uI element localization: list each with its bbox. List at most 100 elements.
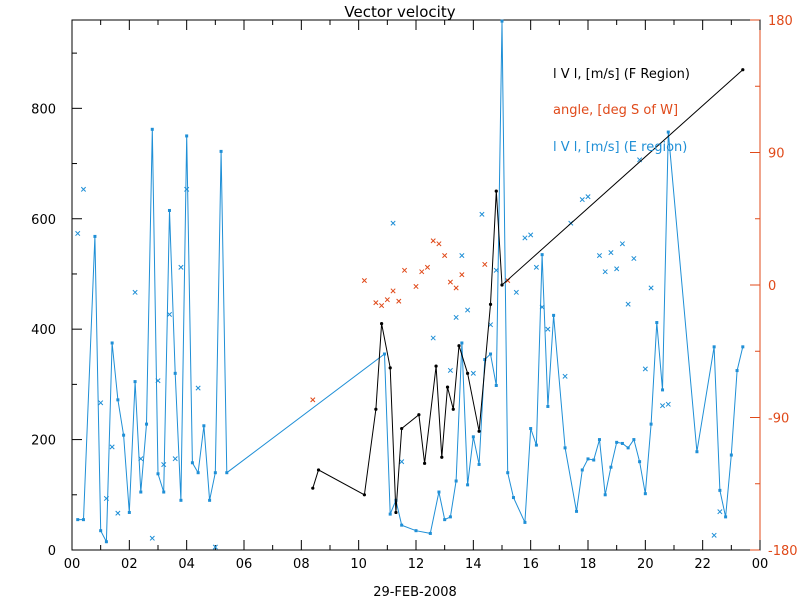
f-region-point xyxy=(500,283,504,287)
x-tick-label: 10 xyxy=(350,557,367,572)
e-region-point xyxy=(145,422,149,426)
e-region-angle-point xyxy=(447,367,453,373)
e-region-angle-point xyxy=(479,211,485,217)
e-region-point xyxy=(741,345,745,349)
f-region-series xyxy=(311,68,745,515)
e-region-angle-point xyxy=(533,264,539,270)
e-region-point xyxy=(179,498,183,502)
e-region-point xyxy=(666,130,670,134)
x-tick-label: 02 xyxy=(121,557,138,572)
f-region-point xyxy=(388,366,392,370)
f-region-point xyxy=(374,407,378,411)
e-region-angle-point xyxy=(390,220,396,226)
e-region-point xyxy=(76,518,80,522)
e-region-angle-point xyxy=(711,532,717,538)
x-axis: 00 02 04 06 08 10 12 14 16 18 20 22 00 xyxy=(64,20,769,572)
e-region-point xyxy=(592,458,596,462)
f-region-point xyxy=(477,429,481,433)
x-axis-label: 29-FEB-2008 xyxy=(373,585,457,600)
left-tick-label: 400 xyxy=(31,323,56,338)
f-region-point xyxy=(494,189,498,193)
e-region-angle-point xyxy=(399,459,405,465)
e-region-angle-point xyxy=(195,385,201,391)
e-region-angle-point xyxy=(579,197,585,203)
e-region-angle-point xyxy=(75,230,81,237)
x-tick-label: 04 xyxy=(178,557,195,572)
e-region-angle-point xyxy=(470,370,476,376)
e-region-point xyxy=(196,471,200,475)
e-region-angle-point xyxy=(80,186,87,192)
e-region-point xyxy=(116,398,120,402)
e-region-angle-point xyxy=(430,335,436,341)
angle-point xyxy=(482,261,488,267)
e-region-point xyxy=(448,515,452,519)
e-region-angle-point xyxy=(528,232,534,238)
e-region-point xyxy=(552,313,556,317)
x-tick-label: 00 xyxy=(752,557,769,572)
angle-point xyxy=(413,283,419,290)
f-region-point xyxy=(423,461,427,465)
e-region-angle-point xyxy=(562,373,568,379)
x-tick-label: 00 xyxy=(64,557,81,572)
x-tick-label: 22 xyxy=(694,557,711,572)
legend-entry: l V l, [m/s] (E region) xyxy=(553,140,687,155)
e-region-point xyxy=(81,518,85,522)
f-region-point xyxy=(394,510,398,515)
e-region-point xyxy=(597,438,601,442)
e-region-angle-point xyxy=(596,253,603,259)
left-tick-label: 200 xyxy=(31,434,56,449)
e-region-angle-point xyxy=(465,307,471,313)
e-region-point xyxy=(729,453,733,457)
e-region-angle-point xyxy=(184,186,190,192)
left-y-axis: 0 200 400 600 800 xyxy=(31,52,82,559)
right-tick-label: -180 xyxy=(768,544,798,559)
angle-point xyxy=(390,288,396,294)
e-region-point xyxy=(437,490,441,494)
e-region-point xyxy=(695,450,699,454)
e-region-point xyxy=(394,498,398,502)
e-region-angle-point xyxy=(212,544,218,550)
e-region-point xyxy=(477,462,481,466)
e-region-angle-point xyxy=(642,366,648,372)
e-region-point xyxy=(615,440,619,444)
e-region-point xyxy=(529,427,533,431)
f-region-point xyxy=(445,385,450,389)
angle-point xyxy=(436,241,442,247)
e-region-point xyxy=(466,483,470,487)
e-region-angle-point xyxy=(717,509,723,515)
angle-point xyxy=(361,278,367,284)
angle-point xyxy=(430,238,436,244)
e-region-point xyxy=(150,127,154,131)
e-region-point xyxy=(185,134,189,138)
e-region-point xyxy=(580,468,584,472)
angle-point xyxy=(401,267,408,273)
e-region-angle-point xyxy=(459,253,465,259)
e-region-point xyxy=(534,443,538,447)
e-region-point xyxy=(724,515,728,519)
angle-point xyxy=(310,397,316,403)
e-region-point xyxy=(540,253,544,257)
e-region-point xyxy=(167,208,171,212)
e-region-point xyxy=(99,529,103,533)
e-region-angle-point xyxy=(602,269,608,275)
e-region-point xyxy=(632,438,636,442)
e-region-point xyxy=(586,457,590,461)
x-tick-label: 16 xyxy=(522,557,539,572)
e-region-angle-point xyxy=(522,235,528,241)
angle-point xyxy=(384,297,390,303)
e-region-point xyxy=(133,380,137,384)
f-region-line xyxy=(312,69,744,513)
f-region-point xyxy=(362,493,366,497)
x-tick-label: 08 xyxy=(293,557,310,572)
e-region-point xyxy=(110,341,114,345)
x-tick-label: 18 xyxy=(580,557,597,572)
e-region-point xyxy=(443,518,447,522)
f-region-point xyxy=(451,407,455,411)
e-region-angle-point xyxy=(648,285,654,291)
right-tick-label: 90 xyxy=(768,147,785,162)
e-region-point xyxy=(93,234,97,238)
e-region-angle-point xyxy=(665,401,671,407)
x-tick-label: 12 xyxy=(408,557,425,572)
angle-point xyxy=(396,298,402,304)
e-region-angle-point xyxy=(132,289,138,295)
